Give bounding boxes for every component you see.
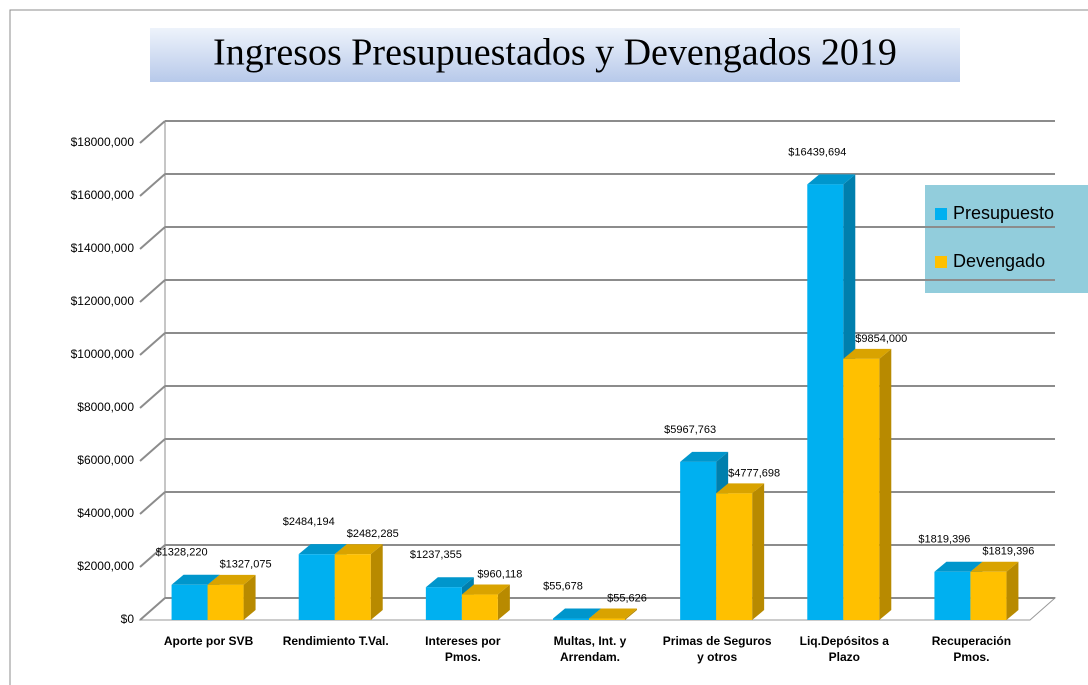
bar-top: [553, 608, 601, 619]
bar-top: [589, 608, 637, 619]
bar-side: [370, 544, 383, 620]
bar-top: [461, 584, 510, 595]
y-tick-label: $2000,000: [77, 559, 134, 573]
bar-top: [298, 544, 347, 555]
grid-line-side: [139, 597, 166, 621]
grid-line-side: [139, 544, 166, 568]
title-box: [150, 28, 960, 82]
y-tick-label: $10000,000: [71, 347, 135, 361]
x-tick-label: Recuperación Pmos.: [931, 634, 1012, 664]
bar: [207, 584, 244, 620]
grid-line-side: [139, 332, 166, 356]
y-tick-label: $0: [121, 612, 135, 626]
bar-side: [752, 483, 765, 620]
y-tick-label: $16000,000: [71, 188, 135, 202]
legend-label: Devengado: [953, 251, 1045, 271]
bar-side: [497, 584, 510, 620]
bar: [298, 554, 335, 620]
bar: [807, 184, 844, 620]
bar: [589, 618, 625, 620]
value-label: $55,626: [607, 592, 647, 604]
bar: [334, 554, 371, 620]
bar-side: [1006, 561, 1019, 620]
bar-top: [171, 574, 220, 585]
bar: [716, 493, 753, 620]
x-tick-label: Rendimiento T.Val.: [282, 634, 389, 648]
bar-top: [970, 561, 1019, 572]
bar: [461, 594, 498, 620]
legend-marker: [935, 208, 947, 220]
x-tick-label: Primas de Seguros y otros: [662, 634, 772, 664]
bar-top: [843, 348, 892, 359]
value-label: $1819,396: [918, 534, 970, 546]
value-label: $2484,194: [283, 516, 335, 528]
bar-side: [625, 608, 637, 620]
y-tick-label: $6000,000: [77, 453, 134, 467]
grid-line-side: [139, 385, 166, 409]
x-tick-label: Multas, Int. y Arrendam.: [553, 634, 627, 664]
grid-line-side: [139, 279, 166, 303]
grid-line-side: [139, 173, 166, 197]
y-tick-label: $14000,000: [71, 241, 135, 255]
x-tick-label: Liq.Depósitos a Plazo: [799, 634, 889, 664]
grid-line-side: [139, 491, 166, 515]
value-label: $1819,396: [982, 546, 1034, 558]
value-label: $5967,763: [664, 424, 716, 436]
bar-top: [207, 574, 256, 585]
value-label: $1328,220: [156, 547, 208, 559]
value-label: $55,678: [543, 580, 583, 592]
bar-top: [680, 451, 729, 462]
grid-line-side: [139, 438, 166, 462]
legend-box: [925, 185, 1088, 293]
value-label: $16439,694: [788, 146, 846, 158]
y-tick-label: $4000,000: [77, 506, 134, 520]
bar-side: [243, 574, 256, 620]
frame: [9, 9, 1088, 685]
grid-line-side: [139, 226, 166, 250]
value-label: $9854,000: [855, 333, 907, 345]
value-label: $2482,285: [347, 528, 399, 540]
bar: [934, 571, 971, 620]
x-tick-label: Aporte por SVB: [163, 634, 254, 648]
legend-marker: [935, 256, 947, 268]
bar-top: [425, 577, 474, 588]
y-tick-label: $18000,000: [71, 135, 135, 149]
bar-top: [334, 544, 383, 555]
value-label: $1327,075: [220, 559, 272, 571]
y-tick-label: $12000,000: [71, 294, 135, 308]
bar: [843, 358, 880, 620]
value-label: $4777,698: [728, 467, 780, 479]
bar-top: [716, 483, 765, 494]
bar: [171, 584, 208, 620]
bar: [680, 461, 717, 620]
x-tick-label: Intereses por Pmos.: [425, 634, 501, 664]
value-label: $1237,355: [410, 549, 462, 561]
legend-label: Presupuesto: [953, 203, 1054, 223]
value-label: $960,118: [477, 568, 522, 580]
y-tick-label: $8000,000: [77, 400, 134, 414]
bar: [553, 618, 589, 620]
chart-title: Ingresos Presupuestados y Devengados 201…: [213, 32, 897, 74]
bar: [970, 571, 1007, 620]
bar-side: [879, 348, 892, 620]
bar-top: [934, 561, 983, 572]
bar: [425, 587, 462, 620]
grid-line-side: [139, 120, 166, 144]
bar-top: [807, 174, 856, 185]
